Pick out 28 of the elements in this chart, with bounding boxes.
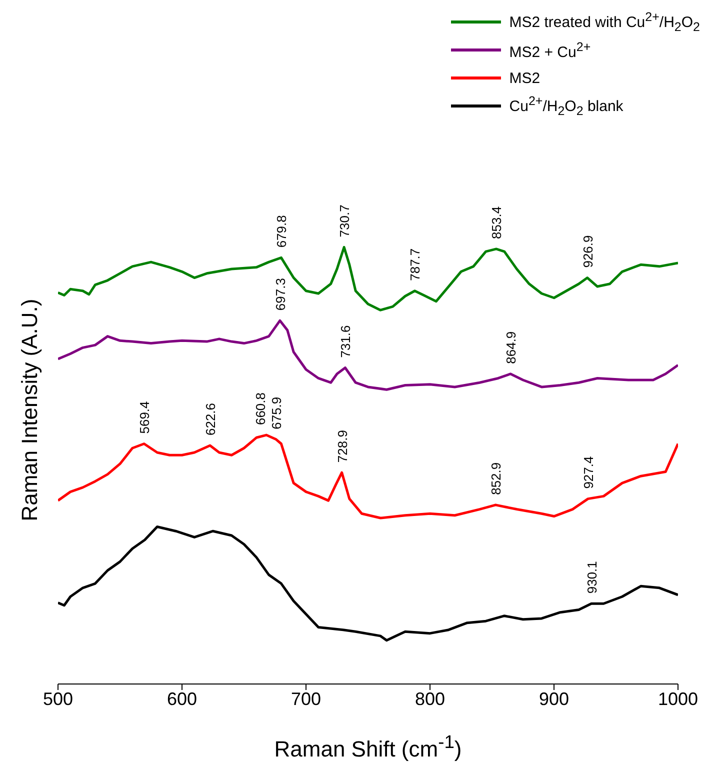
- annotation: 852.9: [488, 462, 504, 495]
- annotation: 569.4: [137, 401, 152, 434]
- legend-label: Cu$^{2+}$/H$_{2}$O$_{2}$ blank: [509, 94, 624, 118]
- y-axis-title: Raman Intensity (A.U.): [17, 298, 43, 524]
- x-tick-label: 500: [42, 688, 74, 709]
- annotation: 675.9: [269, 396, 284, 430]
- annotation: 679.8: [274, 215, 289, 248]
- annotation: 697.3: [272, 278, 288, 311]
- legend-label: MS2 + Cu$^{2+}$: [509, 40, 591, 60]
- annotation: 660.8: [253, 392, 268, 426]
- annotation: 622.6: [203, 402, 218, 436]
- annotation: 927.4: [580, 456, 596, 489]
- x-tick-label: 700: [290, 688, 322, 709]
- annotation: 864.9: [503, 331, 518, 364]
- annotation: 853.4: [489, 206, 504, 239]
- annotation: 787.7: [408, 248, 423, 281]
- legend-label: MS2 treated with Cu$^{2+}$/H$_{2}$O$_{2}$: [509, 10, 700, 34]
- x-tick-label: 1000: [658, 688, 698, 709]
- x-tick-label: 800: [414, 688, 446, 709]
- legend-label: MS2: [509, 70, 540, 86]
- x-tick-label: 600: [166, 688, 198, 709]
- annotation: 728.9: [334, 430, 350, 463]
- annotation: 926.9: [580, 235, 596, 268]
- annotation: 731.6: [338, 325, 354, 358]
- annotation: 730.7: [337, 204, 352, 238]
- annotation: 930.1: [584, 561, 600, 594]
- x-axis-title: Raman Shift (cm$^{-1}$): [273, 730, 463, 762]
- x-tick-label: 900: [538, 688, 570, 709]
